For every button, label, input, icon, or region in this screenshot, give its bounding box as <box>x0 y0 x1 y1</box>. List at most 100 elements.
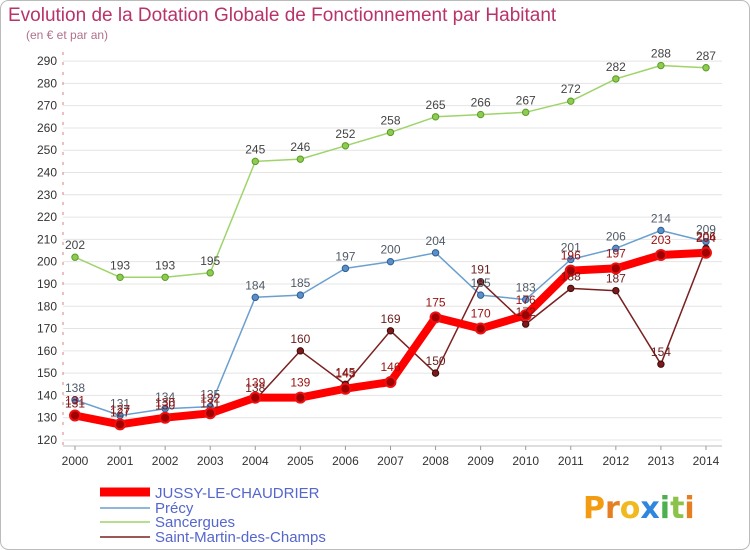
data-point-saint-martin <box>431 369 440 377</box>
logo-letter: o <box>620 491 641 526</box>
data-label-sancergues: 272 <box>561 82 581 96</box>
data-point-saint-martin <box>522 320 530 328</box>
data-label-saint-martin: 130 <box>155 399 175 413</box>
y-tick-label: 290 <box>37 54 57 68</box>
data-point-jussy <box>609 262 622 275</box>
logo-letter: t <box>670 491 684 526</box>
data-point-sancergues <box>431 113 440 121</box>
data-label-jussy: 139 <box>245 376 265 390</box>
data-label-sancergues: 245 <box>245 142 265 156</box>
x-tick-label: 2011 <box>558 454 584 468</box>
data-label-saint-martin: 172 <box>516 305 536 319</box>
data-point-precy <box>251 293 259 302</box>
y-tick-label: 210 <box>37 232 57 246</box>
y-tick-label: 260 <box>37 121 57 135</box>
y-tick-label: 190 <box>37 277 57 291</box>
data-point-sancergues <box>386 128 395 137</box>
x-tick-label: 2012 <box>602 454 629 468</box>
x-tick-label: 2005 <box>287 454 314 468</box>
data-label-sancergues: 266 <box>471 96 491 110</box>
data-point-sancergues <box>567 97 575 105</box>
data-label-precy: 206 <box>606 229 626 243</box>
series-group <box>69 61 712 431</box>
data-point-jussy <box>429 311 442 324</box>
data-point-jussy <box>564 264 577 277</box>
x-tick-label: 2008 <box>422 454 449 468</box>
data-label-saint-martin: 127 <box>110 405 130 419</box>
data-point-sancergues <box>612 75 620 83</box>
chart-title: Evolution de la Dotation Globale de Fonc… <box>8 5 557 26</box>
data-point-saint-martin <box>476 278 485 286</box>
data-label-precy: 185 <box>290 276 310 290</box>
x-tick-label: 2001 <box>107 454 134 468</box>
data-point-jussy <box>114 418 127 431</box>
data-point-sancergues <box>296 155 305 163</box>
data-label-jussy: 146 <box>380 360 400 374</box>
data-point-precy <box>386 257 395 266</box>
y-tick-label: 150 <box>37 366 57 380</box>
data-point-precy <box>612 244 620 253</box>
data-label-jussy: 203 <box>651 233 671 247</box>
y-tick-label: 120 <box>37 433 57 447</box>
data-point-precy <box>71 396 79 404</box>
y-tick-label: 280 <box>37 76 57 90</box>
logo-letter: x <box>640 491 659 526</box>
data-label-sancergues: 258 <box>380 113 400 127</box>
data-point-sancergues <box>161 273 169 281</box>
data-label-saint-martin: 145 <box>335 365 355 379</box>
data-label-sancergues: 288 <box>651 47 671 61</box>
data-label-jussy: 131 <box>65 393 85 407</box>
data-point-saint-martin <box>657 360 665 368</box>
data-label-sancergues: 193 <box>110 258 130 272</box>
data-point-saint-martin <box>612 286 620 295</box>
y-tick-label: 170 <box>37 322 57 336</box>
data-label-sancergues: 282 <box>606 60 626 74</box>
data-label-jussy: 197 <box>606 246 626 260</box>
data-label-sancergues: 265 <box>426 98 446 112</box>
data-point-saint-martin <box>296 347 305 355</box>
data-label-precy: 138 <box>65 381 85 395</box>
data-point-sancergues <box>702 64 710 72</box>
data-point-precy <box>431 249 440 257</box>
data-point-jussy <box>474 322 487 335</box>
data-label-precy: 183 <box>516 281 536 295</box>
data-label-sancergues: 202 <box>65 238 85 252</box>
x-tick-label: 2004 <box>242 454 269 468</box>
data-label-jussy: 175 <box>426 295 446 309</box>
data-point-jussy <box>384 376 397 389</box>
data-point-precy <box>657 226 665 235</box>
data-label-precy: 200 <box>380 243 400 257</box>
data-label-saint-martin: 160 <box>290 332 310 346</box>
x-tick-label: 2003 <box>197 454 224 468</box>
y-tick-label: 130 <box>37 411 57 425</box>
chart-subtitle: (en € et par an) <box>26 28 108 42</box>
data-label-precy: 185 <box>471 276 491 290</box>
axes-group: 2000 2001 2002 2003 2004 2005 2006 2007 2008 2009… <box>62 52 722 468</box>
x-tick-label: 2013 <box>648 454 675 468</box>
data-point-precy <box>567 255 575 264</box>
logo-letter: P <box>583 491 605 526</box>
data-point-sancergues <box>116 273 124 281</box>
data-label-precy: 214 <box>651 211 671 225</box>
data-label-jussy: 196 <box>561 249 581 263</box>
data-point-sancergues <box>341 142 350 150</box>
legend-label-jussy: JUSSY-LE-CHAUDRIER <box>155 485 320 502</box>
data-label-precy: 135 <box>200 388 220 402</box>
data-point-sancergues <box>657 61 665 70</box>
data-point-sancergues <box>71 253 79 261</box>
data-label-saint-martin: 154 <box>651 345 671 359</box>
data-label-saint-martin: 131 <box>65 396 85 410</box>
data-label-sancergues: 246 <box>290 140 310 154</box>
y-tick-label: 160 <box>37 344 57 358</box>
legend-label-sancergues: Sancergues <box>155 514 235 531</box>
data-point-sancergues <box>206 269 214 277</box>
data-point-jussy <box>159 411 172 424</box>
y-tick-label: 180 <box>37 299 57 313</box>
x-tick-label: 2010 <box>512 454 539 468</box>
data-label-precy: 209 <box>696 223 716 237</box>
data-label-precy: 134 <box>155 390 175 404</box>
x-tick-label: 2009 <box>467 454 494 468</box>
x-tick-label: 2014 <box>693 454 720 468</box>
